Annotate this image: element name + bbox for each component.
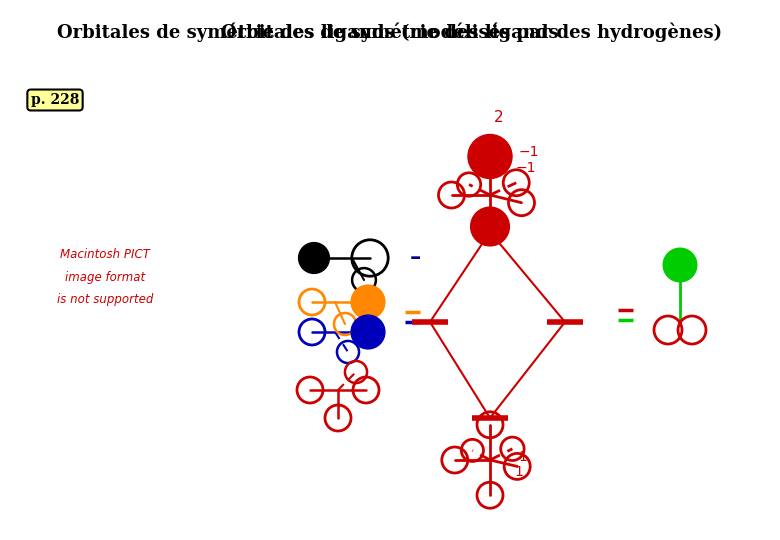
Circle shape	[351, 285, 385, 319]
Circle shape	[470, 207, 509, 246]
Circle shape	[351, 315, 385, 349]
Text: −1: −1	[516, 161, 536, 175]
Text: Orbitales de symétrie des ligands: Orbitales de symétrie des ligands	[222, 22, 558, 42]
Text: −1: −1	[519, 145, 539, 159]
Text: Orbitales de symétrie des ligands (modélisés par des hydrogènes): Orbitales de symétrie des ligands (modél…	[58, 22, 722, 42]
Circle shape	[468, 134, 512, 179]
Text: is not supported: is not supported	[57, 293, 153, 306]
Circle shape	[663, 248, 697, 282]
Text: –: –	[410, 248, 420, 268]
Text: Macintosh PICT: Macintosh PICT	[60, 248, 150, 261]
Text: 1: 1	[518, 450, 527, 464]
Text: p. 228: p. 228	[31, 93, 80, 107]
Text: 1: 1	[514, 465, 523, 479]
Text: 2: 2	[494, 111, 504, 125]
Text: image format: image format	[65, 271, 145, 284]
Circle shape	[299, 242, 329, 273]
